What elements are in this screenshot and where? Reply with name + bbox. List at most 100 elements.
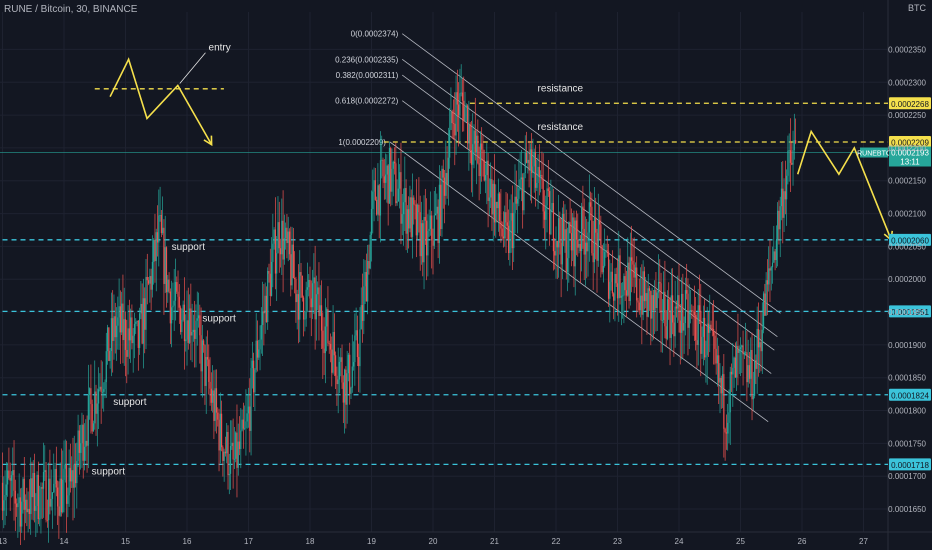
candle-body [173,300,175,306]
candle-body [789,150,792,163]
candle-body [10,475,13,481]
candle-body [721,374,724,394]
candle-body [160,215,162,234]
candle-body [775,240,777,261]
candle-body [32,472,34,498]
candle-body [292,244,294,279]
candle-body [459,93,461,116]
candle-body [686,290,688,294]
candle-body [484,175,487,181]
candle-body [399,172,401,189]
level-tag-text: 0.0002268 [891,100,929,109]
candle-body [100,386,102,392]
candle-body [138,313,141,348]
candle-body [791,162,793,165]
candle-body [520,177,523,180]
candle-body [209,381,211,389]
candle-body [589,202,592,207]
candle-body [147,280,150,284]
candle-body [411,197,414,237]
candle-body [195,320,197,339]
candle-body [372,191,374,209]
candle-body [463,100,465,122]
candle-body [441,168,443,230]
candle-body [119,306,121,333]
candle-body [109,351,111,361]
candle-body [632,260,634,265]
candle-body [531,149,533,174]
candle-body [367,261,369,302]
price-tag-value: 0.0002193 [891,149,929,158]
candle-body [472,144,474,165]
candle-body [425,220,428,256]
candle-body [310,298,312,308]
candle-body [71,470,73,482]
candle-body [260,324,262,340]
level-tag-bg [889,458,931,471]
candle-body [194,329,196,339]
candle-body [568,222,570,259]
candle-body [306,287,309,290]
candle-body [15,503,18,508]
price-axis[interactable]: 0.00022680.00022090.00020600.00019510.00… [857,45,931,514]
candle-body [677,295,679,309]
candle-body [49,478,51,507]
time-axis[interactable]: 13 14 15 16 17 18 19 20 21 22 23 24 25 26 27 [0,537,868,546]
y-tick-label: 0.0001850 [888,374,926,383]
candle-body [646,293,648,317]
candle-body [188,308,191,343]
candle-body [419,212,421,257]
candle-body [33,472,36,511]
candle-body [335,355,337,376]
candle-body [40,487,42,519]
candle-body [736,345,738,378]
candle-body [276,253,278,274]
candle-body [783,191,785,218]
candle-body [497,193,499,209]
candle-body [762,293,765,330]
candle-body [792,150,794,165]
candle-body [387,165,389,204]
candle-body [105,351,107,383]
candle-body [87,394,89,446]
candle-body [507,225,510,254]
candle-body [238,441,241,450]
candle-body [688,311,690,328]
candle-body [162,227,164,234]
candle-body [155,232,157,262]
currency-label: BTC [908,3,926,13]
candle-body [665,326,667,339]
level-price-tag: 0.0002209 [889,136,931,148]
level-price-tag: 0.0001824 [889,388,931,401]
candle-body [204,345,206,386]
candle-body [224,451,227,454]
candle-body [634,267,637,278]
candle-body [45,470,47,520]
candle-body [660,283,662,321]
candle-body [304,318,306,320]
candle-body [746,352,748,383]
candle-body [454,123,456,136]
candle-body [456,92,458,105]
candle-body [360,305,362,330]
candle-body [203,340,205,346]
candle-body [787,150,789,176]
candle-body [793,140,795,151]
support-label: support [92,466,126,477]
candle-body [364,272,366,287]
candle-body [365,272,367,302]
candle-body [788,150,790,152]
candle-body [593,217,596,263]
candle-body [705,355,707,358]
candle-body [573,217,575,267]
candle-body [291,244,293,286]
candle-body [22,478,24,502]
candle-body [384,174,387,183]
candle-body [381,159,383,161]
candle-body [268,270,270,274]
y-tick-label: 0.0002300 [888,78,926,87]
candle-body [400,172,402,224]
candle-body [158,215,160,243]
candle-body [142,298,145,344]
